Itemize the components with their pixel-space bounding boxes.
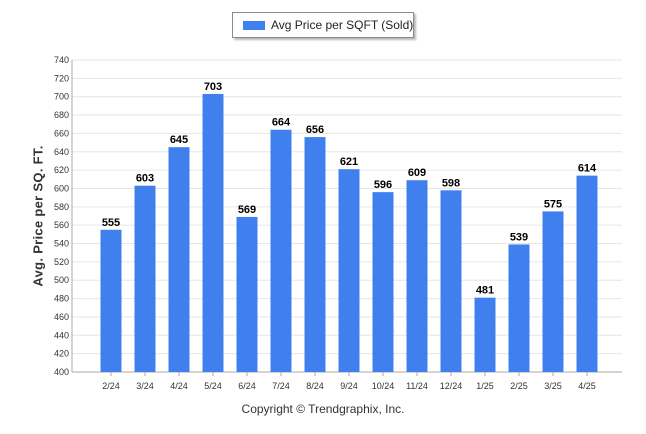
data-label: 481 [476,285,494,297]
bar [372,192,394,372]
y-tick-label: 740 [54,55,69,65]
bar [134,185,156,372]
y-tick-label: 660 [54,128,69,138]
y-tick-label: 540 [54,239,69,249]
y-tick-label: 580 [54,202,69,212]
bar [338,169,360,372]
bar [576,175,598,372]
x-tick-label: 12/24 [440,381,463,391]
y-axis-title: Avg. Price per SQ. FT. [30,145,46,287]
bar [168,147,190,372]
bar [440,190,462,372]
x-tick-label: 2/24 [102,381,120,391]
y-tick-label: 560 [54,220,69,230]
x-tick-label: 4/25 [578,381,596,391]
y-tick-label: 420 [54,349,69,359]
x-tick-label: 6/24 [238,381,256,391]
bar [236,216,258,372]
bar [100,229,122,372]
y-tick-label: 700 [54,92,69,102]
data-label: 703 [204,81,222,93]
bar [406,180,428,372]
x-tick-label: 9/24 [340,381,358,391]
x-tick-label: 1/25 [476,381,494,391]
y-tick-label: 480 [54,294,69,304]
x-tick-label: 2/25 [510,381,528,391]
data-label: 609 [408,167,426,179]
x-tick-label: 10/24 [372,381,395,391]
y-tick-label: 600 [54,183,69,193]
x-tick-label: 3/24 [136,381,154,391]
legend-swatch [243,21,265,30]
data-label: 598 [442,177,460,189]
data-label: 575 [544,198,562,210]
bar [270,129,292,372]
data-label: 645 [170,134,188,146]
x-tick-label: 7/24 [272,381,290,391]
legend: Avg Price per SQFT (Sold) [232,12,414,38]
copyright-text: Copyright © Trendgraphix, Inc. [241,402,405,416]
bar [304,137,326,372]
data-label: 621 [340,156,358,168]
x-tick-label: 3/25 [544,381,562,391]
data-label: 596 [374,179,392,191]
x-tick-label: 4/24 [170,381,188,391]
bar [542,211,564,372]
bar [474,297,496,372]
bar [202,93,224,372]
y-tick-label: 720 [54,73,69,83]
data-label: 569 [238,204,256,216]
data-label: 539 [510,231,528,243]
legend-label: Avg Price per SQFT (Sold) [271,18,414,32]
x-tick-label: 5/24 [204,381,222,391]
y-tick-label: 680 [54,110,69,120]
data-label: 656 [306,124,324,136]
y-tick-label: 620 [54,165,69,175]
x-tick-label: 11/24 [406,381,428,391]
bar [508,244,530,372]
y-tick-label: 460 [54,312,69,322]
y-tick-label: 440 [54,330,69,340]
data-label: 603 [136,173,154,185]
x-tick-label: 8/24 [306,381,324,391]
data-label: 555 [102,217,120,229]
y-tick-label: 500 [54,275,69,285]
data-label: 664 [272,117,291,129]
y-tick-label: 520 [54,257,69,267]
y-tick-label: 400 [54,367,69,377]
data-label: 614 [578,163,597,175]
y-tick-label: 640 [54,147,69,157]
